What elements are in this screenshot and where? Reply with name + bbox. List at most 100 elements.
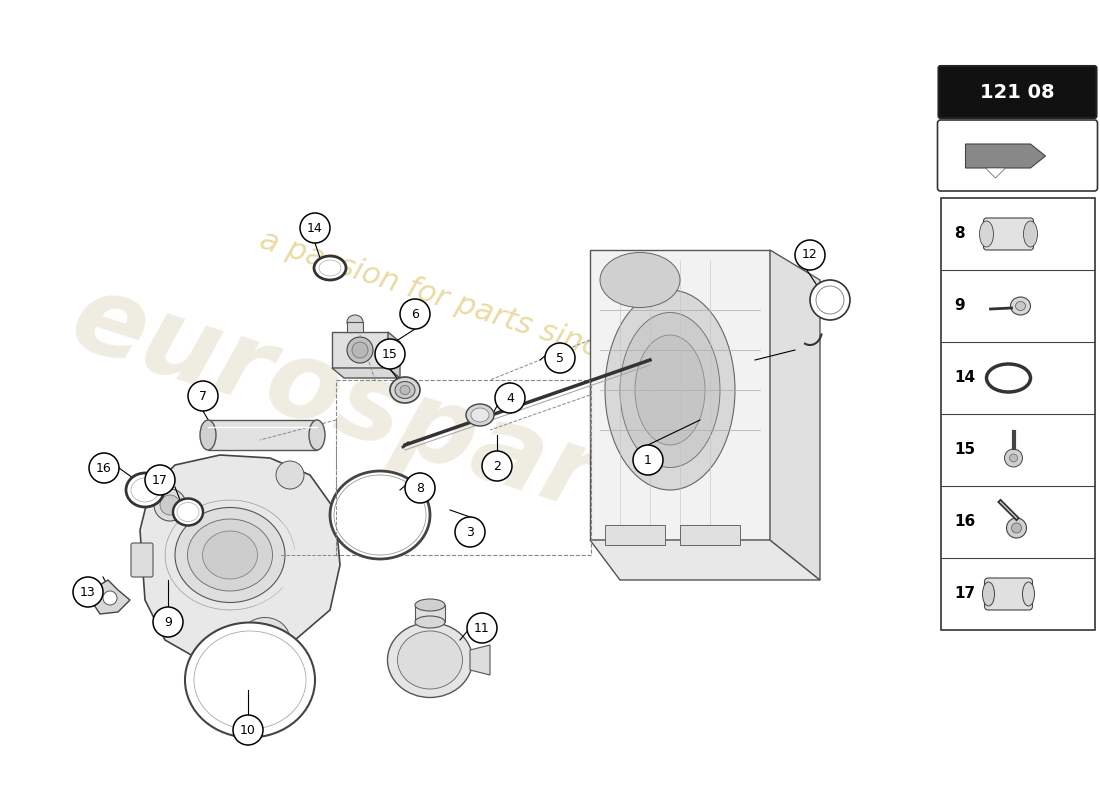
Circle shape <box>468 613 497 643</box>
Ellipse shape <box>248 624 283 656</box>
Ellipse shape <box>202 531 257 579</box>
Text: 16: 16 <box>96 462 112 474</box>
Text: 15: 15 <box>382 347 398 361</box>
Ellipse shape <box>415 599 446 611</box>
Ellipse shape <box>131 478 160 502</box>
Ellipse shape <box>240 618 290 662</box>
Text: 17: 17 <box>152 474 168 486</box>
Ellipse shape <box>319 260 341 276</box>
Ellipse shape <box>605 290 735 490</box>
Circle shape <box>103 591 117 605</box>
Ellipse shape <box>600 253 680 307</box>
Text: 14: 14 <box>955 370 976 386</box>
Text: 1: 1 <box>645 454 652 466</box>
FancyBboxPatch shape <box>940 198 1094 630</box>
Polygon shape <box>332 332 388 368</box>
Ellipse shape <box>346 315 363 329</box>
Ellipse shape <box>187 519 273 591</box>
Ellipse shape <box>314 256 346 280</box>
Polygon shape <box>388 332 400 378</box>
Circle shape <box>405 473 435 503</box>
Ellipse shape <box>126 473 164 507</box>
Polygon shape <box>415 605 446 622</box>
Ellipse shape <box>466 404 494 426</box>
Polygon shape <box>92 580 130 614</box>
Ellipse shape <box>397 631 462 689</box>
FancyBboxPatch shape <box>605 525 665 545</box>
Text: 9: 9 <box>955 298 965 314</box>
FancyBboxPatch shape <box>938 66 1097 118</box>
Circle shape <box>400 299 430 329</box>
Text: 5: 5 <box>556 351 564 365</box>
Circle shape <box>1012 523 1022 533</box>
Ellipse shape <box>177 502 199 522</box>
Text: eurospares: eurospares <box>57 264 742 576</box>
Polygon shape <box>966 144 1045 168</box>
FancyBboxPatch shape <box>983 218 1034 250</box>
Circle shape <box>1004 449 1023 467</box>
Circle shape <box>352 342 368 358</box>
Ellipse shape <box>309 420 324 450</box>
Polygon shape <box>470 645 490 675</box>
Ellipse shape <box>395 382 415 398</box>
Ellipse shape <box>185 622 315 738</box>
Ellipse shape <box>635 335 705 445</box>
Circle shape <box>1010 454 1018 462</box>
Text: 6: 6 <box>411 307 419 321</box>
Circle shape <box>816 286 844 314</box>
Polygon shape <box>986 168 1005 178</box>
Ellipse shape <box>620 313 721 467</box>
Text: 17: 17 <box>955 586 976 602</box>
Circle shape <box>300 213 330 243</box>
Polygon shape <box>590 540 820 580</box>
Circle shape <box>495 383 525 413</box>
Circle shape <box>89 453 119 483</box>
Ellipse shape <box>390 377 420 403</box>
Circle shape <box>346 337 373 363</box>
Circle shape <box>544 343 575 373</box>
Circle shape <box>455 517 485 547</box>
Ellipse shape <box>1023 582 1034 606</box>
Circle shape <box>276 461 304 489</box>
Text: 15: 15 <box>955 442 976 458</box>
Text: 13: 13 <box>80 586 96 598</box>
Circle shape <box>632 445 663 475</box>
Circle shape <box>233 715 263 745</box>
Ellipse shape <box>330 471 430 559</box>
Ellipse shape <box>1011 297 1031 315</box>
Ellipse shape <box>175 507 285 602</box>
Text: 121 08: 121 08 <box>980 82 1055 102</box>
Text: 12: 12 <box>802 249 818 262</box>
Text: a passion for parts since 1985: a passion for parts since 1985 <box>256 225 704 395</box>
Polygon shape <box>346 322 363 332</box>
Ellipse shape <box>1023 221 1037 247</box>
Circle shape <box>73 577 103 607</box>
Text: 8: 8 <box>416 482 424 494</box>
Ellipse shape <box>173 498 204 526</box>
Text: 16: 16 <box>955 514 976 530</box>
Polygon shape <box>770 250 820 580</box>
Ellipse shape <box>334 475 426 555</box>
Text: 4: 4 <box>506 391 514 405</box>
Text: 2: 2 <box>493 459 500 473</box>
Polygon shape <box>332 368 400 378</box>
Circle shape <box>810 280 850 320</box>
Ellipse shape <box>982 582 994 606</box>
Ellipse shape <box>200 420 216 450</box>
Ellipse shape <box>979 221 993 247</box>
FancyBboxPatch shape <box>984 578 1033 610</box>
Circle shape <box>154 489 186 521</box>
Text: 9: 9 <box>164 615 172 629</box>
Text: 11: 11 <box>474 622 490 634</box>
Ellipse shape <box>1015 302 1025 310</box>
Circle shape <box>188 381 218 411</box>
Circle shape <box>153 607 183 637</box>
Circle shape <box>795 240 825 270</box>
Text: 3: 3 <box>466 526 474 538</box>
Polygon shape <box>590 250 770 540</box>
FancyBboxPatch shape <box>131 543 153 577</box>
FancyBboxPatch shape <box>680 525 740 545</box>
Ellipse shape <box>387 622 473 698</box>
Polygon shape <box>140 455 340 660</box>
Circle shape <box>1006 518 1026 538</box>
